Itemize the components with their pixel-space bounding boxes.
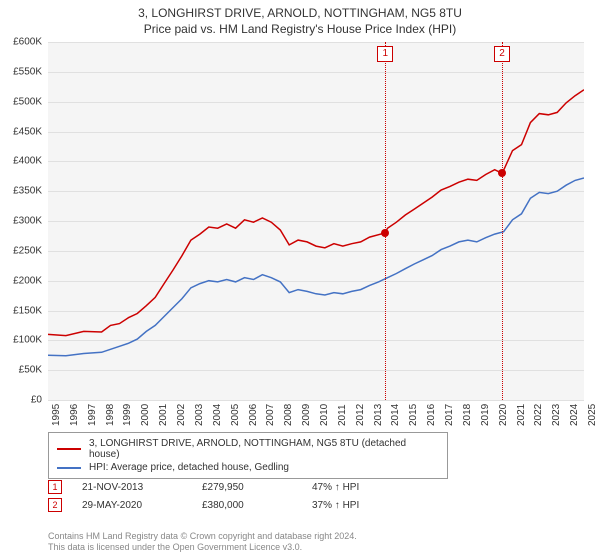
y-tick-label: £0 — [0, 395, 42, 406]
marker-vertical-line — [385, 42, 386, 400]
sale-price: £279,950 — [202, 482, 292, 493]
x-tick-label: 1999 — [122, 404, 133, 426]
x-tick-label: 2012 — [355, 404, 366, 426]
x-tick-label: 2007 — [265, 404, 276, 426]
x-tick-label: 2000 — [140, 404, 151, 426]
sale-row: 1 21-NOV-2013 £279,950 47% ↑ HPI — [48, 478, 392, 496]
chart-title-address: 3, LONGHIRST DRIVE, ARNOLD, NOTTINGHAM, … — [0, 6, 600, 20]
marker-flag: 1 — [377, 46, 393, 62]
x-tick-label: 2019 — [480, 404, 491, 426]
x-tick-label: 2010 — [319, 404, 330, 426]
legend-label: 3, LONGHIRST DRIVE, ARNOLD, NOTTINGHAM, … — [89, 438, 439, 460]
x-tick-label: 2022 — [533, 404, 544, 426]
y-tick-label: £250K — [0, 245, 42, 256]
chart-lines-svg — [48, 42, 584, 400]
x-tick-label: 1997 — [87, 404, 98, 426]
x-tick-label: 1996 — [69, 404, 80, 426]
sale-hpi: 37% ↑ HPI — [312, 500, 392, 511]
y-tick-label: £350K — [0, 186, 42, 197]
y-tick-label: £600K — [0, 37, 42, 48]
x-tick-label: 1995 — [51, 404, 62, 426]
x-tick-label: 2003 — [194, 404, 205, 426]
y-tick-label: £550K — [0, 66, 42, 77]
y-tick-label: £400K — [0, 156, 42, 167]
y-tick-label: £300K — [0, 216, 42, 227]
legend-row: HPI: Average price, detached house, Gedl… — [57, 461, 439, 474]
x-tick-label: 2011 — [337, 404, 348, 426]
y-tick-label: £500K — [0, 96, 42, 107]
x-tick-label: 2002 — [176, 404, 187, 426]
x-tick-label: 2023 — [551, 404, 562, 426]
y-tick-label: £200K — [0, 275, 42, 286]
legend-swatch — [57, 467, 81, 469]
y-tick-label: £50K — [0, 365, 42, 376]
sales-table: 1 21-NOV-2013 £279,950 47% ↑ HPI 2 29-MAY-202… — [48, 478, 392, 514]
x-tick-label: 2009 — [301, 404, 312, 426]
x-tick-label: 2015 — [408, 404, 419, 426]
sale-row: 2 29-MAY-2020 £380,000 37% ↑ HPI — [48, 496, 392, 514]
chart-subtitle: Price paid vs. HM Land Registry's House … — [0, 22, 600, 36]
title-block: 3, LONGHIRST DRIVE, ARNOLD, NOTTINGHAM, … — [0, 0, 600, 36]
chart-container: 3, LONGHIRST DRIVE, ARNOLD, NOTTINGHAM, … — [0, 0, 600, 560]
sale-date: 21-NOV-2013 — [82, 482, 182, 493]
x-tick-label: 2001 — [158, 404, 169, 426]
y-tick-label: £450K — [0, 126, 42, 137]
y-tick-label: £150K — [0, 305, 42, 316]
marker-point — [381, 229, 389, 237]
series-line — [48, 90, 584, 336]
sale-badge: 2 — [48, 498, 62, 512]
sale-hpi: 47% ↑ HPI — [312, 482, 392, 493]
legend-swatch — [57, 448, 81, 450]
x-tick-label: 2018 — [462, 404, 473, 426]
x-tick-label: 2014 — [390, 404, 401, 426]
chart-footer: Contains HM Land Registry data © Crown c… — [48, 531, 357, 554]
gridline — [48, 400, 584, 401]
x-tick-label: 2013 — [373, 404, 384, 426]
x-tick-label: 2025 — [587, 404, 598, 426]
y-axis-labels: £0£50K£100K£150K£200K£250K£300K£350K£400… — [0, 42, 46, 400]
x-tick-label: 2008 — [283, 404, 294, 426]
x-tick-label: 2024 — [569, 404, 580, 426]
marker-flag: 2 — [494, 46, 510, 62]
x-tick-label: 2004 — [212, 404, 223, 426]
x-tick-label: 2016 — [426, 404, 437, 426]
x-tick-label: 2006 — [248, 404, 259, 426]
marker-vertical-line — [502, 42, 503, 400]
legend-row: 3, LONGHIRST DRIVE, ARNOLD, NOTTINGHAM, … — [57, 437, 439, 461]
chart-plot-area: 12 — [48, 42, 584, 400]
x-tick-label: 2020 — [498, 404, 509, 426]
legend-label: HPI: Average price, detached house, Gedl… — [89, 462, 289, 473]
x-tick-label: 2021 — [516, 404, 527, 426]
sale-date: 29-MAY-2020 — [82, 500, 182, 511]
footer-line-1: Contains HM Land Registry data © Crown c… — [48, 531, 357, 543]
y-tick-label: £100K — [0, 335, 42, 346]
footer-line-2: This data is licensed under the Open Gov… — [48, 542, 357, 554]
sale-badge: 1 — [48, 480, 62, 494]
x-tick-label: 2005 — [230, 404, 241, 426]
sale-price: £380,000 — [202, 500, 292, 511]
marker-point — [498, 169, 506, 177]
series-line — [48, 178, 584, 356]
x-axis-labels: 1995 1996 1997 1998 1999 2000 2001 2002 2003 2004… — [48, 402, 584, 432]
x-tick-label: 2017 — [444, 404, 455, 426]
x-tick-label: 1998 — [105, 404, 116, 426]
chart-legend: 3, LONGHIRST DRIVE, ARNOLD, NOTTINGHAM, … — [48, 432, 448, 479]
